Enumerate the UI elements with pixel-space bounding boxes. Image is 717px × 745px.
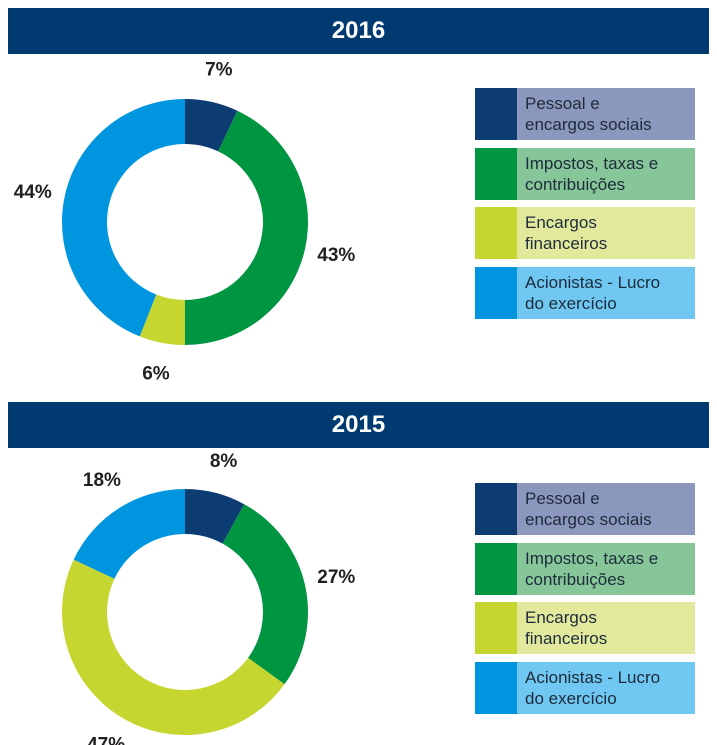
data-label: 44% <box>14 182 52 203</box>
donut-segment <box>185 489 245 544</box>
legend-label: Acionistas - Lucro do exercício <box>517 661 695 714</box>
donut-segment <box>62 99 185 337</box>
legend-swatch <box>475 602 517 654</box>
legend-swatch <box>475 266 517 319</box>
legend-swatch <box>475 207 517 259</box>
data-label: 47% <box>87 734 125 745</box>
legend-label: Impostos, taxas e contribuições <box>517 147 695 200</box>
donut-segment <box>185 99 238 152</box>
legend-label: Encargos financeiros <box>517 207 695 259</box>
legend-label: Acionistas - Lucro do exercício <box>517 266 695 319</box>
data-label: 43% <box>317 245 355 266</box>
legend-swatch <box>475 147 517 200</box>
legend-label: Pessoal e encargos sociais <box>517 88 695 140</box>
data-label: 8% <box>210 451 238 472</box>
legend-swatch <box>475 483 517 535</box>
data-label: 6% <box>142 363 170 384</box>
data-label: 27% <box>317 567 355 588</box>
chart-title: 2016 <box>8 8 709 54</box>
legend-swatch <box>475 88 517 140</box>
legend-label: Impostos, taxas e contribuições <box>517 542 695 595</box>
donut-segment <box>73 489 185 579</box>
donut-segment <box>185 110 309 346</box>
data-label: 18% <box>83 470 121 491</box>
data-label: 7% <box>205 60 233 81</box>
donut-segment <box>222 504 308 685</box>
legend-label: Encargos financeiros <box>517 602 695 654</box>
legend-swatch <box>475 542 517 595</box>
donut-segment <box>139 294 185 345</box>
legend-swatch <box>475 661 517 714</box>
donut-segment <box>61 559 285 736</box>
legend-label: Pessoal e encargos sociais <box>517 483 695 535</box>
chart-title: 2015 <box>8 402 709 448</box>
